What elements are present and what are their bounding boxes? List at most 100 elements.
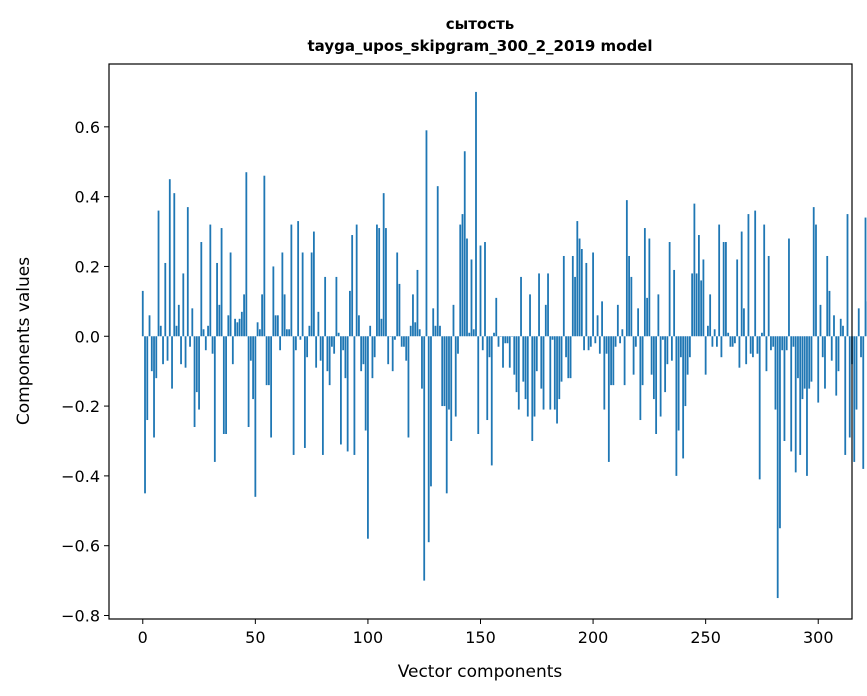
y-tick-label: 0.0	[75, 327, 100, 346]
bar-281	[774, 336, 777, 410]
bar-45	[243, 294, 245, 337]
bar-36	[222, 336, 225, 434]
bar-162	[506, 336, 509, 344]
bar-289	[792, 336, 795, 347]
bar-158	[497, 336, 500, 347]
bar-26	[200, 242, 203, 337]
bar-291	[797, 336, 799, 379]
bar-200	[592, 252, 594, 337]
x-tick-label: 150	[465, 628, 496, 647]
bar-89	[342, 336, 345, 351]
bar-102	[371, 336, 374, 379]
bar-99	[364, 336, 367, 431]
bar-77	[315, 336, 318, 368]
bar-127	[427, 336, 430, 543]
bar-64	[285, 329, 288, 337]
bar-198	[587, 336, 590, 351]
bar-197	[585, 262, 588, 337]
bar-319	[860, 336, 862, 358]
bar-215	[625, 200, 628, 337]
bar-39	[229, 252, 232, 337]
bar-149	[477, 336, 480, 434]
bar-93	[351, 235, 354, 337]
bar-174	[533, 336, 536, 417]
bar-92	[349, 290, 351, 337]
bar-69	[297, 221, 300, 337]
bar-50	[254, 336, 257, 497]
bar-31	[211, 336, 214, 354]
bar-128	[430, 336, 432, 487]
bar-313	[846, 214, 849, 337]
bar-47	[247, 336, 250, 428]
bar-167	[517, 336, 520, 410]
bar-238	[677, 336, 680, 431]
bar-191	[571, 255, 574, 337]
plot-frame	[108, 63, 853, 620]
bar-285	[783, 336, 786, 441]
chart-subtitle: tayga_upos_skipgram_300_2_2019 model	[308, 37, 653, 55]
bar-168	[520, 276, 522, 337]
x-tick-label: 200	[578, 628, 609, 647]
bar-220	[637, 308, 640, 337]
bar-244	[691, 273, 694, 337]
bar-258	[722, 242, 725, 337]
bar-20	[186, 207, 189, 337]
bar-146	[470, 259, 473, 337]
bar-185	[558, 336, 561, 400]
bar-24	[195, 336, 198, 393]
x-tick-label: 50	[245, 628, 265, 647]
bar-143	[463, 151, 466, 337]
bar-175	[535, 336, 538, 372]
bar-314	[848, 336, 851, 438]
bar-170	[524, 336, 527, 400]
bar-229	[657, 294, 660, 337]
y-tick-label: −0.4	[61, 467, 100, 486]
bar-172	[529, 294, 531, 337]
bar-42	[236, 322, 239, 337]
bar-49	[252, 336, 254, 400]
bar-188	[565, 336, 567, 358]
bar-122	[416, 269, 419, 337]
y-tick-label: −0.6	[61, 537, 100, 556]
bar-72	[303, 336, 306, 448]
bar-27	[202, 329, 205, 337]
bar-137	[450, 336, 453, 441]
bar-179	[544, 304, 547, 337]
bar-136	[448, 336, 450, 410]
bar-237	[675, 336, 678, 476]
bar-173	[531, 336, 534, 441]
bar-272	[754, 210, 757, 337]
bar-156	[493, 332, 495, 337]
bar-178	[542, 336, 545, 410]
bar-144	[466, 238, 468, 337]
bar-25	[198, 336, 200, 410]
bar-177	[540, 336, 543, 389]
bar-53	[261, 294, 263, 337]
y-tick-label: 0.4	[75, 188, 100, 207]
bar-123	[418, 329, 421, 337]
bar-60	[276, 315, 279, 337]
bar-233	[666, 336, 669, 365]
bar-264	[736, 259, 739, 337]
bar-266	[740, 231, 743, 337]
bar-273	[756, 336, 759, 354]
bar-259	[725, 242, 727, 337]
bar-74	[308, 325, 311, 337]
bar-113	[396, 252, 399, 337]
bar-84	[331, 336, 333, 347]
bar-106	[380, 318, 383, 337]
bar-28	[204, 336, 207, 351]
bar-15	[175, 325, 178, 337]
bar-135	[445, 336, 448, 494]
bar-310	[839, 318, 842, 337]
bar-247	[698, 235, 700, 337]
bar-18	[182, 273, 185, 337]
bar-232	[664, 336, 667, 393]
bar-121	[414, 322, 417, 337]
bar-5	[153, 336, 155, 438]
bar-91	[346, 336, 349, 452]
bar-231	[661, 336, 664, 340]
bar-30	[209, 224, 212, 337]
bar-86	[335, 276, 338, 337]
